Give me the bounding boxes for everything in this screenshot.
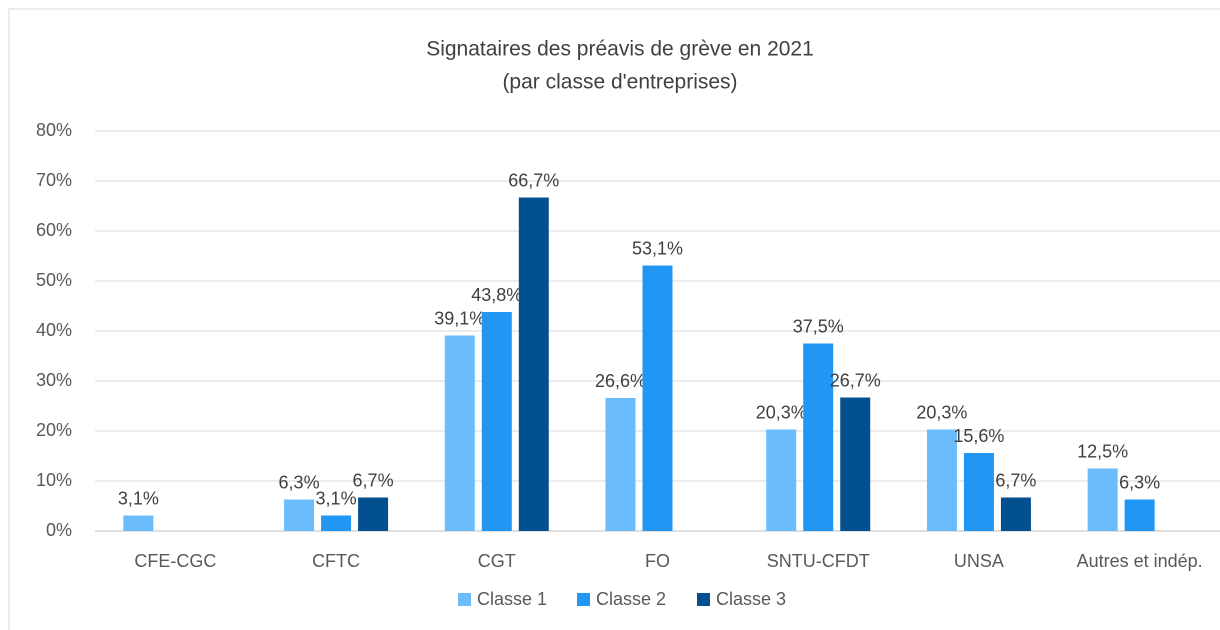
y-tick-label: 60% (36, 220, 72, 240)
chart-title: Signataires des préavis de grève en 2021 (426, 38, 814, 61)
chart-frame (8, 8, 1220, 630)
value-label: 39,1% (434, 308, 485, 328)
bar (642, 265, 673, 531)
x-tick-label: UNSA (954, 551, 1004, 571)
bar (1124, 499, 1155, 531)
legend-swatch (577, 593, 590, 606)
legend-swatch (458, 593, 471, 606)
legend-label: Classe 2 (596, 589, 666, 609)
bar (1087, 468, 1118, 531)
bar (284, 499, 315, 531)
value-label: 20,3% (916, 402, 967, 422)
value-label: 6,7% (995, 470, 1036, 490)
bar (766, 429, 797, 531)
bar (518, 197, 549, 531)
x-tick-label: CFE-CGC (134, 551, 216, 571)
bar (321, 515, 352, 531)
value-label: 26,6% (595, 371, 646, 391)
bar (840, 397, 871, 531)
bar (926, 429, 957, 531)
value-label: 3,1% (118, 488, 159, 508)
value-label: 12,5% (1077, 441, 1128, 461)
legend-label: Classe 1 (477, 589, 547, 609)
chart-subtitle: (par classe d'entreprises) (502, 71, 737, 94)
y-tick-label: 80% (36, 120, 72, 140)
bar (481, 312, 512, 531)
value-label: 37,5% (793, 316, 844, 336)
legend-label: Classe 3 (716, 589, 786, 609)
value-label: 6,3% (279, 472, 320, 492)
bar (444, 335, 475, 531)
x-tick-label: CFTC (312, 551, 360, 571)
y-tick-label: 10% (36, 470, 72, 490)
bar (803, 343, 834, 531)
x-tick-label: FO (645, 551, 670, 571)
bar (123, 515, 154, 531)
value-label: 26,7% (830, 370, 881, 390)
x-tick-label: CGT (478, 551, 516, 571)
bar (358, 497, 389, 531)
y-tick-label: 20% (36, 420, 72, 440)
value-label: 53,1% (632, 238, 683, 258)
y-tick-label: 40% (36, 320, 72, 340)
y-tick-label: 0% (46, 520, 72, 540)
value-label: 3,1% (316, 488, 357, 508)
value-label: 66,7% (508, 170, 559, 190)
legend-swatch (697, 593, 710, 606)
y-tick-label: 70% (36, 170, 72, 190)
value-label: 43,8% (471, 285, 522, 305)
y-tick-label: 50% (36, 270, 72, 290)
bar (963, 453, 994, 531)
x-tick-label: SNTU-CFDT (767, 551, 870, 571)
value-label: 15,6% (953, 426, 1004, 446)
bar (605, 398, 636, 531)
x-tick-label: Autres et indép. (1077, 551, 1203, 571)
value-label: 6,7% (353, 470, 394, 490)
bar (1000, 497, 1031, 531)
value-label: 20,3% (756, 402, 807, 422)
value-label: 6,3% (1119, 472, 1160, 492)
y-tick-label: 30% (36, 370, 72, 390)
